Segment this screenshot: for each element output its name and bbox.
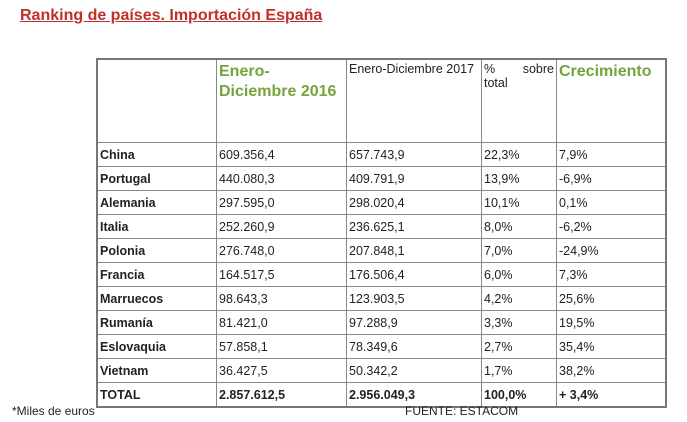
cell-y2017: 207.848,1	[346, 238, 482, 263]
cell-country: Italia	[96, 214, 217, 239]
table-header-row: Enero-Diciembre 2016 Enero-Diciembre 201…	[96, 58, 667, 143]
cell-y2017: 657.743,9	[346, 142, 482, 167]
header-share-a: %	[484, 62, 496, 76]
cell-y2016: 609.356,4	[216, 142, 347, 167]
cell-y2017: 50.342,2	[346, 358, 482, 383]
cell-country: Rumanía	[96, 310, 217, 335]
cell-growth: 35,4%	[556, 334, 667, 359]
cell-share: 100,0%	[481, 382, 557, 408]
cell-y2017: 409.791,9	[346, 166, 482, 191]
cell-y2016: 2.857.612,5	[216, 382, 347, 408]
cell-share: 3,3%	[481, 310, 557, 335]
cell-y2016: 440.080,3	[216, 166, 347, 191]
table-row: Alemania 297.595,0 298.020,4 10,1% 0,1%	[96, 190, 667, 215]
source: FUENTE: ESTACOM	[405, 404, 519, 418]
cell-growth: -24,9%	[556, 238, 667, 263]
cell-y2016: 98.643,3	[216, 286, 347, 311]
table-row: Marruecos 98.643,3 123.903,5 4,2% 25,6%	[96, 286, 667, 311]
cell-y2016: 297.595,0	[216, 190, 347, 215]
table-row: Polonia 276.748,0 207.848,1 7,0% -24,9%	[96, 238, 667, 263]
cell-growth: 0,1%	[556, 190, 667, 215]
cell-y2016: 57.858,1	[216, 334, 347, 359]
cell-country: Vietnam	[96, 358, 217, 383]
import-ranking-table: Enero-Diciembre 2016 Enero-Diciembre 201…	[96, 58, 667, 408]
header-2017: Enero-Diciembre 2017	[346, 58, 482, 143]
cell-country: Polonia	[96, 238, 217, 263]
table-row: Portugal 440.080,3 409.791,9 13,9% -6,9%	[96, 166, 667, 191]
cell-y2017: 97.288,9	[346, 310, 482, 335]
table-row: China 609.356,4 657.743,9 22,3% 7,9%	[96, 142, 667, 167]
cell-y2016: 36.427,5	[216, 358, 347, 383]
table-row: Eslovaquia 57.858,1 78.349,6 2,7% 35,4%	[96, 334, 667, 359]
cell-growth: 25,6%	[556, 286, 667, 311]
cell-share: 2,7%	[481, 334, 557, 359]
total-row: TOTAL 2.857.612,5 2.956.049,3 100,0% + 3,4%	[96, 382, 667, 408]
header-share-c: total	[484, 76, 508, 90]
header-country	[96, 58, 217, 143]
cell-growth: 38,2%	[556, 358, 667, 383]
cell-growth: + 3,4%	[556, 382, 667, 408]
cell-country: TOTAL	[96, 382, 217, 408]
cell-y2017: 123.903,5	[346, 286, 482, 311]
table-row: Italia 252.260,9 236.625,1 8,0% -6,2%	[96, 214, 667, 239]
cell-share: 6,0%	[481, 262, 557, 287]
cell-share: 7,0%	[481, 238, 557, 263]
cell-y2017: 298.020,4	[346, 190, 482, 215]
cell-country: Eslovaquia	[96, 334, 217, 359]
cell-growth: 7,9%	[556, 142, 667, 167]
header-2016: Enero-Diciembre 2016	[216, 58, 347, 143]
cell-country: Portugal	[96, 166, 217, 191]
cell-y2016: 252.260,9	[216, 214, 347, 239]
header-growth: Crecimiento	[556, 58, 667, 143]
cell-share: 4,2%	[481, 286, 557, 311]
cell-growth: 7,3%	[556, 262, 667, 287]
cell-country: China	[96, 142, 217, 167]
cell-y2017: 236.625,1	[346, 214, 482, 239]
cell-y2016: 81.421,0	[216, 310, 347, 335]
cell-y2016: 164.517,5	[216, 262, 347, 287]
cell-share: 10,1%	[481, 190, 557, 215]
cell-y2016: 276.748,0	[216, 238, 347, 263]
cell-y2017: 2.956.049,3	[346, 382, 482, 408]
cell-share: 13,9%	[481, 166, 557, 191]
table-row: Rumanía 81.421,0 97.288,9 3,3% 19,5%	[96, 310, 667, 335]
cell-share: 1,7%	[481, 358, 557, 383]
page-title: Ranking de países. Importación España	[20, 7, 323, 24]
table-row: Vietnam 36.427,5 50.342,2 1,7% 38,2%	[96, 358, 667, 383]
cell-share: 22,3%	[481, 142, 557, 167]
cell-country: Francia	[96, 262, 217, 287]
cell-y2017: 78.349,6	[346, 334, 482, 359]
header-share: % sobre total	[481, 58, 557, 143]
cell-share: 8,0%	[481, 214, 557, 239]
cell-growth: 19,5%	[556, 310, 667, 335]
cell-country: Alemania	[96, 190, 217, 215]
cell-growth: -6,2%	[556, 214, 667, 239]
cell-growth: -6,9%	[556, 166, 667, 191]
footnote: *Miles de euros	[12, 404, 95, 418]
header-share-b: sobre	[522, 62, 554, 76]
table-row: Francia 164.517,5 176.506,4 6,0% 7,3%	[96, 262, 667, 287]
cell-country: Marruecos	[96, 286, 217, 311]
cell-y2017: 176.506,4	[346, 262, 482, 287]
